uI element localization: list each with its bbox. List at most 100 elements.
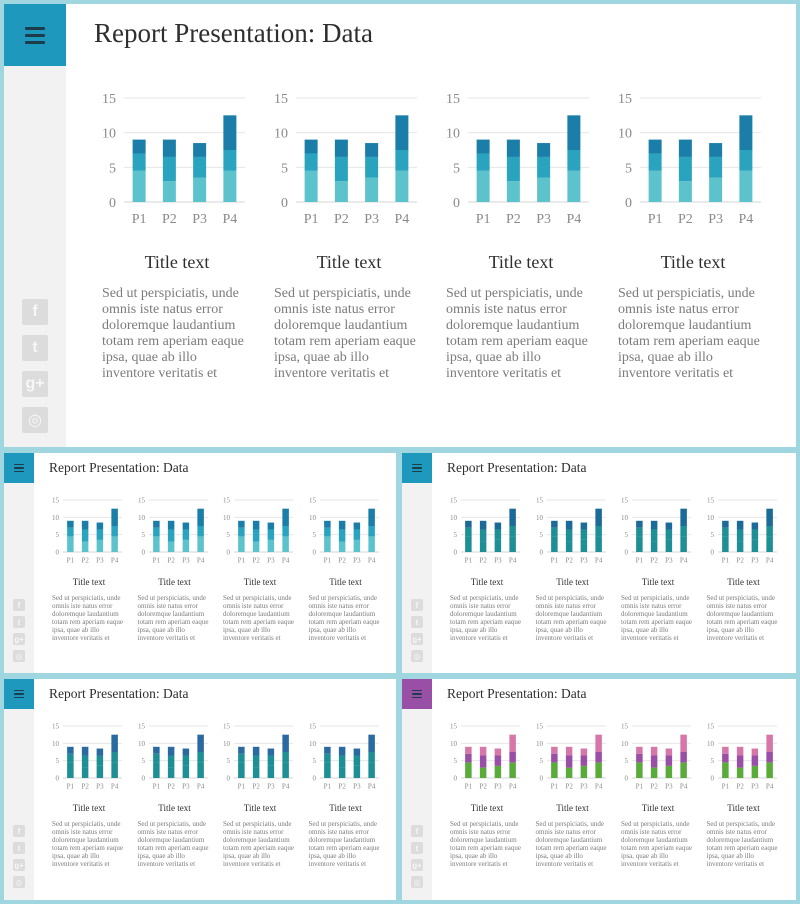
x-tick-label: P4 xyxy=(680,557,688,565)
x-tick-label: P2 xyxy=(81,783,89,791)
bar-segment xyxy=(751,539,758,552)
chart-panel: 0 5 10 15 P1 P2 P3 P4 Title text Sed ut perspicia… xyxy=(621,720,695,870)
panel-title: Title text xyxy=(72,577,106,587)
google-plus-icon[interactable]: g+ xyxy=(411,859,423,871)
twitter-icon[interactable]: t xyxy=(22,335,48,361)
bar-segment xyxy=(465,753,472,763)
bar-segment xyxy=(238,520,245,528)
bar-segment xyxy=(709,177,723,202)
twitter-icon[interactable]: t xyxy=(13,842,25,854)
y-tick-label: 15 xyxy=(621,723,629,731)
bar-chart: 0 5 10 15 P1 P2 P3 P4 xyxy=(223,497,293,565)
x-tick-label: P3 xyxy=(665,783,673,791)
bar-segment xyxy=(636,753,643,763)
bar-segment xyxy=(338,746,345,756)
menu-button[interactable] xyxy=(4,679,34,709)
bar-segment xyxy=(96,765,104,778)
bar-segment xyxy=(721,520,729,528)
slide: f t g+ ◎ Report Presentation: Data 0 5 10 15 P1 P2… xyxy=(4,453,396,673)
panel-title: Title text xyxy=(158,803,191,813)
y-tick-label: 10 xyxy=(707,740,715,748)
y-tick-label: 10 xyxy=(621,514,629,522)
x-tick-label: P1 xyxy=(238,783,246,791)
google-plus-icon[interactable]: g+ xyxy=(22,371,48,397)
facebook-icon[interactable]: f xyxy=(411,825,423,837)
bar-segment xyxy=(132,170,146,202)
bar-segment xyxy=(751,765,758,778)
facebook-icon[interactable]: f xyxy=(13,599,25,611)
facebook-icon[interactable]: f xyxy=(22,299,48,325)
x-tick-label: P3 xyxy=(751,783,759,791)
bar-segment xyxy=(709,156,723,178)
bar-segment xyxy=(111,734,118,752)
bar-segment xyxy=(580,539,587,552)
google-plus-icon[interactable]: g+ xyxy=(13,859,25,871)
panel-body-text: Sed ut perspiciatis, unde omnis iste nat… xyxy=(308,594,380,642)
bar-segment xyxy=(665,765,673,778)
y-tick-label: 5 xyxy=(109,161,116,176)
y-tick-label: 15 xyxy=(707,497,715,505)
x-tick-label: P3 xyxy=(751,557,759,565)
twitter-icon[interactable]: t xyxy=(411,616,423,628)
x-tick-label: P3 xyxy=(708,212,723,227)
bar-segment xyxy=(476,153,490,171)
bar-segment xyxy=(665,529,673,540)
bar-chart: 0 5 10 15 P1 P2 P3 P4 xyxy=(707,497,777,565)
y-tick-label: 5 xyxy=(625,757,629,765)
x-tick-label: P1 xyxy=(67,783,75,791)
y-tick-label: 5 xyxy=(141,757,145,765)
y-tick-label: 10 xyxy=(446,127,460,142)
chart-panel: 0 5 10 15 P1 P2 P3 P4 Title text Sed ut perspicia… xyxy=(618,86,768,386)
bar-segment xyxy=(282,762,289,778)
bar-segment xyxy=(636,527,643,537)
instagram-icon[interactable]: ◎ xyxy=(13,876,25,888)
bar-segment xyxy=(282,526,289,537)
facebook-icon[interactable]: f xyxy=(411,599,423,611)
y-tick-label: 10 xyxy=(450,740,458,748)
x-tick-label: P1 xyxy=(721,557,729,565)
bar-segment xyxy=(765,752,773,763)
twitter-icon[interactable]: t xyxy=(13,616,25,628)
menu-button[interactable] xyxy=(402,453,432,483)
x-tick-label: P2 xyxy=(736,557,744,565)
bar-segment xyxy=(67,536,74,552)
panel-body-text: Sed ut perspiciatis, unde omnis iste nat… xyxy=(618,286,760,381)
y-tick-label: 10 xyxy=(52,740,60,748)
menu-button[interactable] xyxy=(4,4,66,66)
x-tick-label: P3 xyxy=(364,212,379,227)
bar-segment xyxy=(765,508,773,526)
bar-segment xyxy=(111,762,118,778)
x-tick-label: P1 xyxy=(304,212,319,227)
x-tick-label: P3 xyxy=(353,557,361,565)
y-tick-label: 0 xyxy=(454,549,458,557)
bar-segment xyxy=(636,520,643,528)
slide: f t g+ ◎ Report Presentation: Data 0 5 10 15 P1 P2… xyxy=(402,453,796,673)
panel-body-text: Sed ut perspiciatis, unde omnis iste nat… xyxy=(137,594,209,642)
instagram-icon[interactable]: ◎ xyxy=(411,876,423,888)
menu-button[interactable] xyxy=(402,679,432,709)
bar-segment xyxy=(167,529,174,542)
facebook-icon[interactable]: f xyxy=(13,825,25,837)
x-tick-label: P2 xyxy=(252,783,260,791)
instagram-icon[interactable]: ◎ xyxy=(411,650,423,662)
menu-button[interactable] xyxy=(4,453,34,483)
social-links: f t g+ ◎ xyxy=(22,299,48,433)
twitter-icon[interactable]: t xyxy=(411,842,423,854)
google-plus-icon[interactable]: g+ xyxy=(13,633,25,645)
chart-panel: 0 5 10 15 P1 P2 P3 P4 Title text Sed ut perspicia… xyxy=(450,494,524,644)
bar-segment xyxy=(196,734,204,752)
chart-panel: 0 5 10 15 P1 P2 P3 P4 Title text Sed ut perspicia… xyxy=(536,720,610,870)
x-tick-label: P1 xyxy=(238,557,246,565)
bar-segment xyxy=(550,762,558,778)
instagram-icon[interactable]: ◎ xyxy=(22,407,48,433)
chart-panel: 0 5 10 15 P1 P2 P3 P4 Title text Sed ut perspicia… xyxy=(102,86,252,386)
bar-segment xyxy=(223,170,237,202)
instagram-icon[interactable]: ◎ xyxy=(13,650,25,662)
y-tick-label: 15 xyxy=(309,497,317,505)
x-tick-label: P1 xyxy=(550,557,558,565)
panel-body-text: Sed ut perspiciatis, unde omnis iste nat… xyxy=(223,820,294,868)
google-plus-icon[interactable]: g+ xyxy=(411,633,423,645)
y-tick-label: 0 xyxy=(141,549,145,557)
panel-body-text: Sed ut perspiciatis, unde omnis iste nat… xyxy=(450,820,521,868)
x-tick-label: P2 xyxy=(338,557,346,565)
